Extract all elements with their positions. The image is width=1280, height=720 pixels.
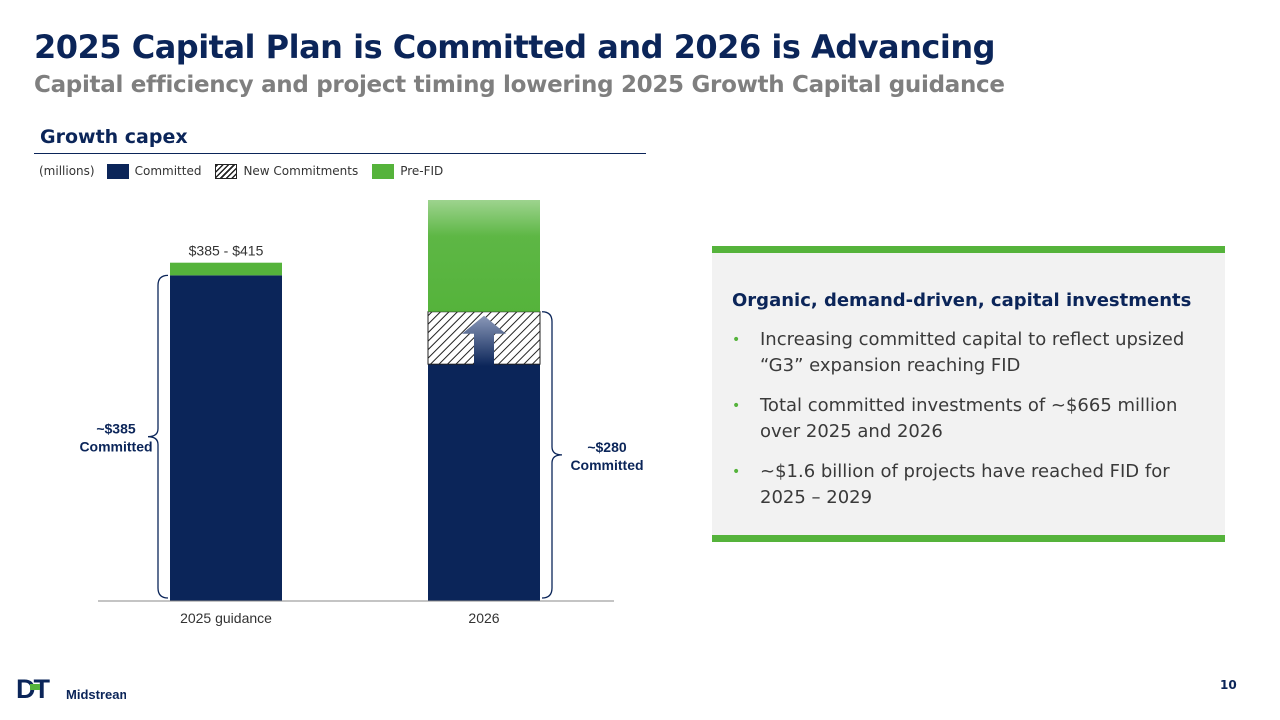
bullet-text: Total committed investments of ~$665 mil… [760, 395, 1178, 442]
bracket-left [147, 274, 169, 599]
info-panel: Organic, demand-driven, capital investme… [712, 246, 1225, 542]
annotation-label: ~$385 [96, 421, 136, 437]
company-logo: DT Midstream [16, 674, 126, 702]
bullet-item: • ~$1.6 billion of projects have reached … [730, 459, 1210, 511]
bracket-right [541, 311, 563, 599]
slide-title: 2025 Capital Plan is Committed and 2026 … [34, 28, 996, 66]
legend-units: (millions) [39, 164, 95, 178]
bar-pre-fid-2026 [428, 200, 540, 312]
bullet-item: • Increasing committed capital to reflect… [730, 327, 1210, 379]
bar-total-label: $385 - $415 [189, 243, 264, 259]
chart-legend: (millions) Committed New Commitments Pre… [39, 161, 457, 181]
page-number: 10 [1220, 678, 1237, 692]
annotation-label: ~$280 [587, 439, 627, 455]
legend-swatch-new-commitments [215, 163, 238, 179]
legend-item-pre-fid: Pre-FID [372, 163, 444, 179]
bullet-dot: • [732, 464, 741, 480]
section-title: Growth capex [40, 126, 188, 148]
bullet-item: • Total committed investments of ~$665 mi… [730, 393, 1210, 445]
bullet-text: Increasing committed capital to reflect … [760, 329, 1185, 376]
bar-pre-fid-2025-guidance [170, 262, 282, 276]
x-tick-label: 2025 guidance [180, 610, 272, 626]
bullet-text: ~$1.6 billion of projects have reached F… [760, 461, 1170, 508]
bullet-list: • Increasing committed capital to reflect… [730, 327, 1210, 525]
bar-committed-2025-guidance [170, 275, 282, 601]
bullet-dot: • [732, 332, 741, 348]
panel-title: Organic, demand-driven, capital investme… [732, 290, 1192, 311]
logo-accent [30, 684, 40, 690]
legend-item-committed: Committed [106, 163, 202, 179]
logo-text: Midstream [66, 687, 126, 702]
legend-label-committed: Committed [134, 164, 202, 178]
legend-label-new-commitments: New Commitments [243, 164, 359, 178]
bar-committed-2026 [428, 364, 540, 601]
section-divider [34, 153, 646, 154]
x-tick-label: 2026 [468, 610, 499, 626]
slide-subtitle: Capital efficiency and project timing lo… [34, 72, 1005, 98]
legend-label-pre-fid: Pre-FID [400, 164, 444, 178]
annotation-label: Committed [79, 439, 152, 455]
annotation-label: Committed [570, 457, 643, 473]
bullet-dot: • [732, 398, 741, 414]
dt-midstream-logo: DT Midstream [16, 674, 126, 702]
legend-swatch-committed [106, 163, 129, 179]
up-arrow-icon [462, 315, 506, 367]
legend-item-new-commitments: New Commitments [215, 163, 359, 179]
legend-swatch-pre-fid [372, 163, 395, 179]
growth-capex-chart: 2025 guidance $385 - $415 2026 ~$385 Committ… [79, 200, 644, 626]
